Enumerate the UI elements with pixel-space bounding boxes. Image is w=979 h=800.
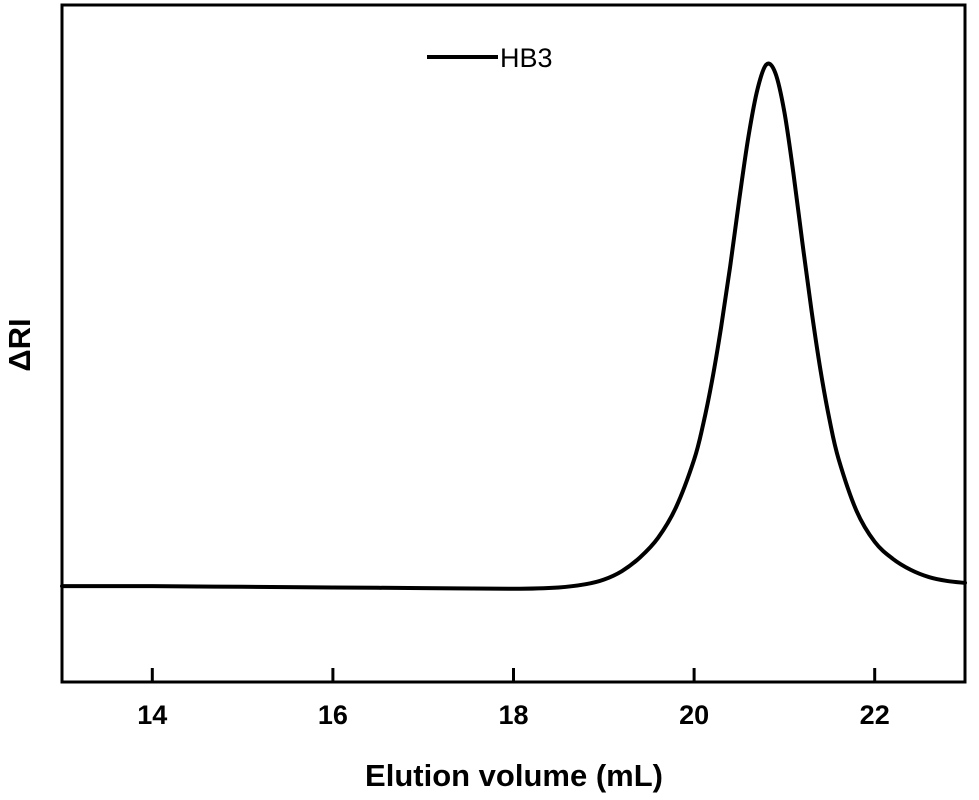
x-axis-title: Elution volume (mL) (365, 758, 663, 793)
x-axis-tick-labels: 14 16 18 20 22 (137, 700, 889, 730)
x-axis-ticks (150, 668, 877, 682)
x-tick-label-18: 18 (498, 700, 528, 730)
legend-label-hb3: HB3 (500, 43, 553, 73)
plot-frame (60, 3, 967, 684)
x-tick-label-20: 20 (679, 700, 709, 730)
x-tick-label-16: 16 (318, 700, 348, 730)
legend: HB3 (427, 43, 553, 73)
y-axis-title: ΔRI (2, 318, 37, 371)
x-tick-label-22: 22 (860, 700, 890, 730)
x-tick-label-14: 14 (137, 700, 167, 730)
series-line-hb3 (60, 61, 967, 591)
